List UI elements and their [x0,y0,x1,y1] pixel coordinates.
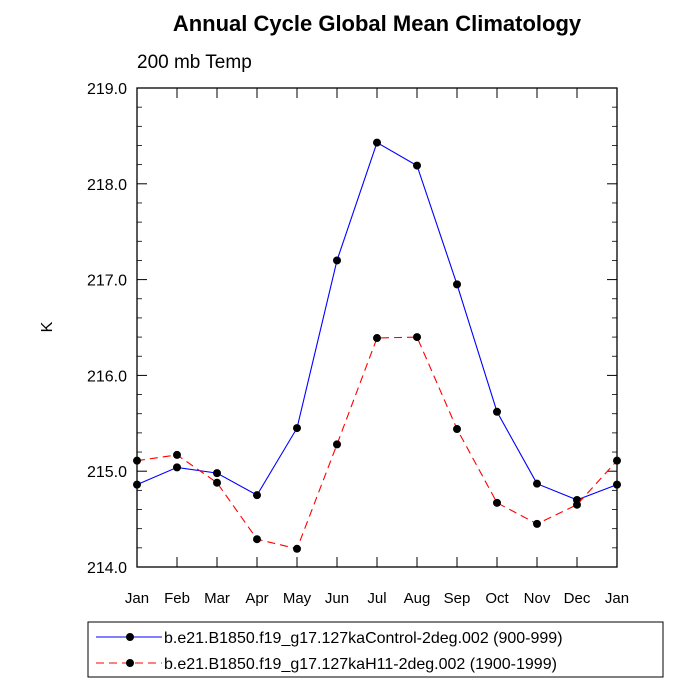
series-2-point [293,544,301,553]
series-layer [133,138,621,553]
x-tick-label: Feb [164,590,190,607]
y-axis-label: K [39,321,56,332]
y-tick-label: 215.0 [87,464,127,481]
series-2-point [173,450,181,459]
series-1-point [613,480,621,489]
plot-frame [136,87,618,568]
series-1-point [533,479,541,488]
legend-box [87,621,664,678]
series-1-point [133,480,141,489]
series-2-point [573,500,581,509]
x-tick-label: Apr [245,590,268,607]
y-tick-label: 216.0 [87,368,127,385]
series-2-point [373,334,381,343]
legend-marker-2 [126,659,134,667]
x-tick-label: Jan [125,590,149,607]
legend-marker-1 [126,633,134,641]
chart-title: Annual Cycle Global Mean Climatology [173,11,582,36]
x-tick-label: Jan [605,590,629,607]
series-line-2 [136,336,618,550]
y-tick-label: 217.0 [87,273,127,290]
series-2-point [333,440,341,449]
series-2-point [453,425,461,434]
x-tick-label: Nov [524,590,551,607]
y-tick-label: 218.0 [87,177,127,194]
x-tick-label: Dec [564,590,591,607]
series-1-point [413,161,421,170]
series-1-point [333,256,341,265]
series-1-point [173,463,181,472]
chart-subtitle: 200 mb Temp [137,52,252,73]
series-1-point [253,491,261,500]
series-1-point [453,280,461,289]
legend: b.e21.B1850.f19_g17.127kaControl-2deg.00… [87,621,664,678]
series-2-point [133,456,141,465]
series-1-point [213,469,221,478]
x-tick-label: Jun [325,590,349,607]
series-2-point [613,456,621,465]
x-tick-label: May [283,590,312,607]
series-2-point [493,498,501,507]
series-1-point [293,424,301,433]
legend-label-1: b.e21.B1850.f19_g17.127kaControl-2deg.00… [164,630,563,647]
x-tick-label: Sep [444,590,471,607]
series-1-point [493,407,501,416]
x-ticks: Jan Feb Mar Apr May Jun Jul Aug Sep Oct Nov Dec Jan [125,88,629,607]
x-tick-label: Jul [367,590,386,607]
minor-ticks [137,106,617,549]
series-2-point [213,478,221,487]
series-2-point [253,535,261,544]
y-tick-label: 214.0 [87,560,127,577]
x-tick-label: Oct [485,590,509,607]
legend-label-2: b.e21.B1850.f19_g17.127kaH11-2deg.002 (1… [164,656,557,673]
x-tick-label: Mar [204,590,230,607]
y-tick-label: 219.0 [87,81,127,98]
series-line-1 [136,141,618,501]
y-ticks: 214.0 215.0 216.0 217.0 218.0 219.0 [87,81,617,577]
series-1-point [373,138,381,147]
series-2-point [413,333,421,342]
x-tick-label: Aug [404,590,431,607]
series-2-point [533,519,541,528]
